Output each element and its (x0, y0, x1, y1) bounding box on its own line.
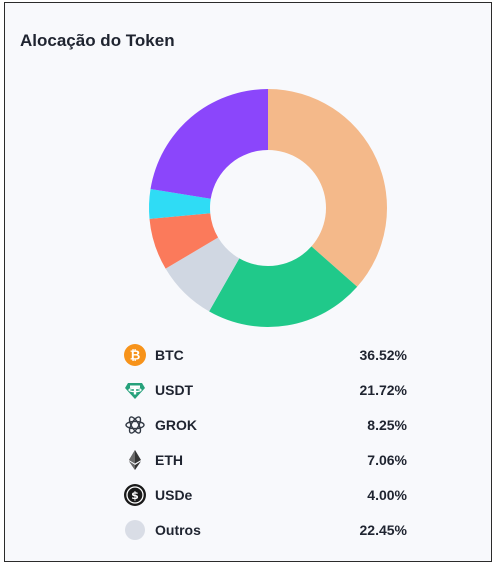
legend-row-usde: $ USDe 4.00% (123, 479, 407, 514)
donut-slice-grok (165, 237, 240, 312)
usde-icon: $ (124, 484, 146, 506)
svg-text:₿: ₿ (130, 349, 141, 364)
donut-slice-eth (149, 213, 219, 269)
legend-row-grok: GROK 8.25% (123, 409, 407, 444)
card-title: Alocação do Token (20, 31, 175, 50)
legend-row-btc: ₿ BTC 36.52% (123, 339, 407, 374)
bitcoin-icon: ₿ (124, 344, 146, 366)
donut-slice-usde (149, 189, 211, 219)
legend-value: 21.72% (359, 382, 407, 398)
svg-text:$: $ (131, 489, 139, 502)
legend-label: Outros (155, 522, 201, 538)
donut-slice-usdt (209, 246, 358, 327)
legend-label: USDT (155, 382, 194, 398)
legend-value: 36.52% (359, 347, 407, 363)
grok-icon (125, 416, 145, 434)
legend-row-usdt: USDT 21.72% (123, 374, 407, 409)
legend-value: 22.45% (359, 522, 407, 538)
ethereum-icon (129, 450, 141, 470)
donut-slice-outros (150, 89, 268, 199)
token-allocation-card: Alocação do Token ₿ BTC 36.52% USDT 21.7… (4, 2, 492, 562)
legend-label: BTC (155, 347, 184, 363)
donut-chart (149, 89, 388, 327)
chart-legend: ₿ BTC 36.52% USDT 21.72% G (123, 339, 407, 549)
legend-label: USDe (155, 487, 193, 503)
legend-row-eth: ETH 7.06% (123, 444, 407, 479)
legend-label: ETH (155, 452, 183, 468)
tether-icon (125, 383, 145, 399)
donut-slice-btc (268, 89, 388, 287)
others-icon (125, 520, 145, 540)
legend-row-outros: Outros 22.45% (123, 514, 407, 549)
legend-label: GROK (155, 417, 197, 433)
legend-value: 4.00% (367, 487, 407, 503)
legend-value: 8.25% (367, 417, 407, 433)
legend-value: 7.06% (367, 452, 407, 468)
